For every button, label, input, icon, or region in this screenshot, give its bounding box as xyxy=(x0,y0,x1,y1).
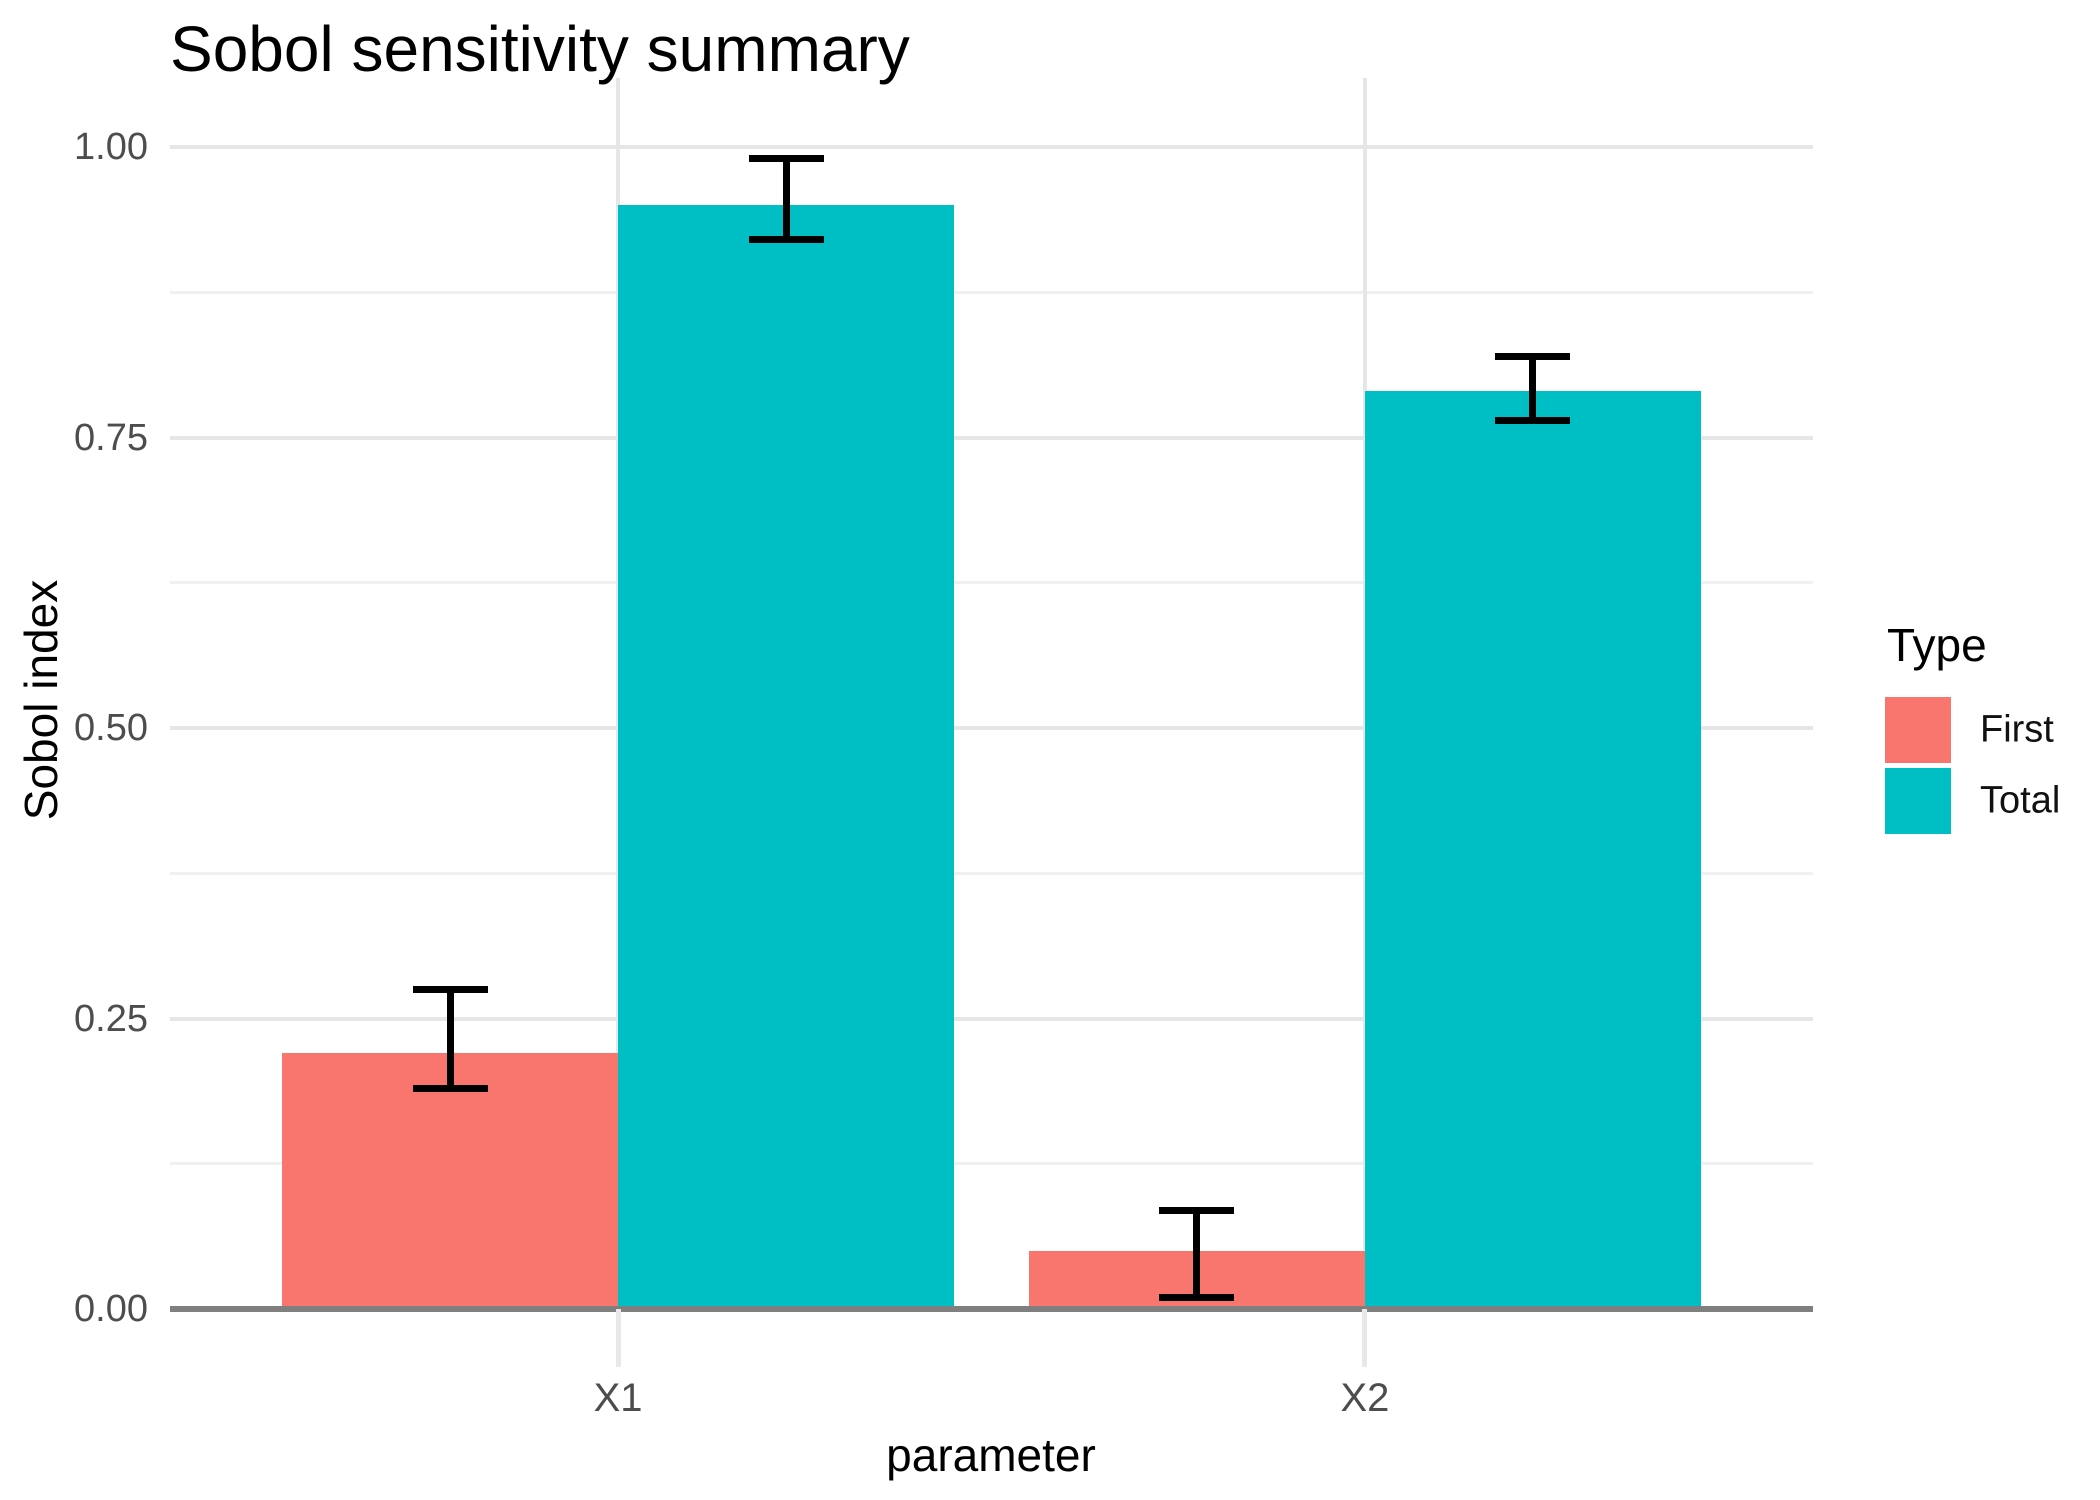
legend-key-total-swatch xyxy=(1885,768,1951,834)
bar-x1-total xyxy=(618,205,955,1309)
gridline-minor-y0.625 xyxy=(170,581,1813,585)
errorbar-x2-first-cap-bottom xyxy=(1159,1293,1235,1301)
x-axis-line xyxy=(170,1306,1813,1312)
gridline-major-y0.5 xyxy=(170,726,1813,730)
bar-x1-first xyxy=(282,1053,619,1309)
y-axis-title: Sobol index xyxy=(15,579,67,821)
legend: Type First Total xyxy=(1885,618,2100,848)
legend-key-first-swatch xyxy=(1885,697,1951,763)
errorbar-x1-total-cap-top xyxy=(748,155,824,163)
y-tick-label-0.75: 0.75 xyxy=(74,416,148,459)
x-tick-label-x1: X1 xyxy=(593,1376,643,1420)
errorbar-x1-first-cap-top xyxy=(412,985,488,993)
gridline-minor-y0.875 xyxy=(170,290,1813,294)
y-tick-label-0.25: 0.25 xyxy=(74,997,148,1040)
y-tick-label-1.00: 1.00 xyxy=(74,126,148,168)
x-axis-title: parameter xyxy=(886,1429,1096,1481)
plot-title: Sobol sensitivity summary xyxy=(170,13,910,85)
errorbar-x2-total-cap-top xyxy=(1495,352,1571,360)
gridline-major-y0.25 xyxy=(170,1016,1813,1021)
legend-label-first: First xyxy=(1980,708,2054,751)
errorbar-x1-total-stem xyxy=(782,158,790,240)
gridline-major-y0.75 xyxy=(170,435,1813,440)
gridline-minor-y0.125 xyxy=(170,1162,1813,1166)
gridline-major-y1 xyxy=(170,145,1813,149)
x-tick-mark-x2 xyxy=(1362,1309,1368,1367)
gridline-minor-y0.375 xyxy=(170,871,1813,875)
legend-label-total: Total xyxy=(1980,779,2061,822)
errorbar-x2-total-cap-bottom xyxy=(1495,416,1571,424)
x-tick-label-x2: X2 xyxy=(1340,1376,1390,1420)
errorbar-x2-first-stem xyxy=(1193,1210,1201,1298)
errorbar-x1-first-stem xyxy=(446,989,454,1089)
x-tick-mark-x1 xyxy=(615,1309,621,1367)
bar-x2-total xyxy=(1364,391,1701,1309)
errorbar-x2-first-cap-top xyxy=(1159,1206,1235,1214)
errorbar-x2-total-stem xyxy=(1529,356,1537,421)
errorbar-x1-total-cap-bottom xyxy=(748,236,824,244)
y-tick-label-0.50: 0.50 xyxy=(74,707,148,749)
legend-title: Type xyxy=(1887,619,1987,671)
errorbar-x1-first-cap-bottom xyxy=(412,1084,488,1092)
y-tick-label-0.00: 0.00 xyxy=(74,1288,148,1330)
